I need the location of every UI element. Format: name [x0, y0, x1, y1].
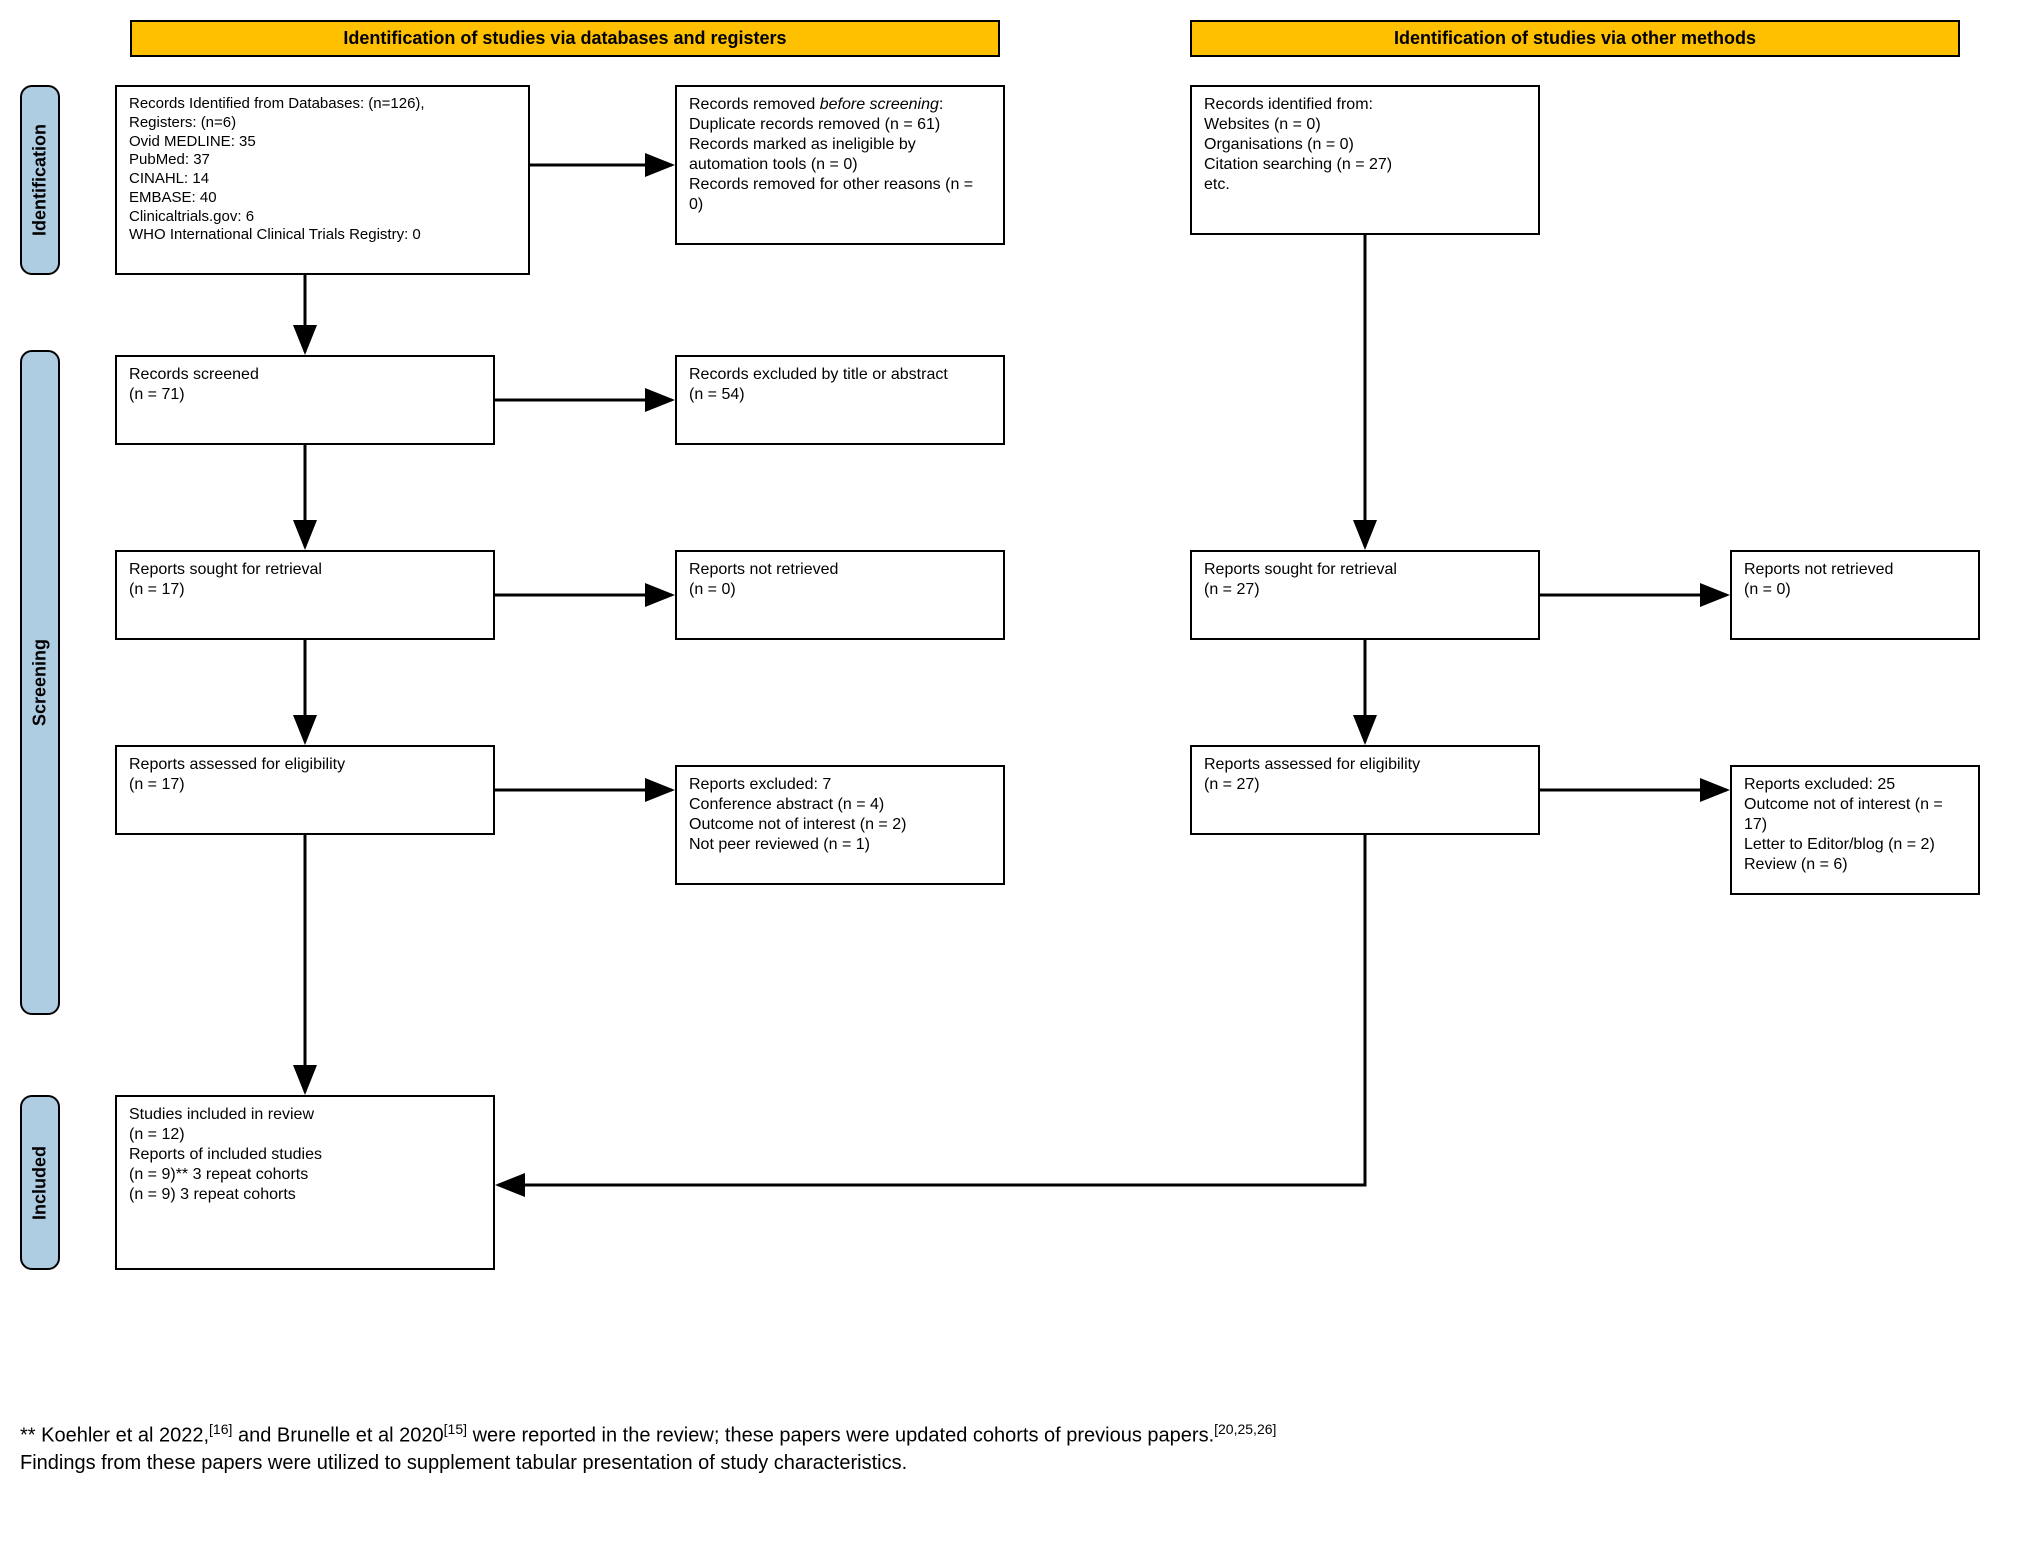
r-id-l3: Organisations (n = 0): [1204, 135, 1526, 155]
r-id-l5: etc.: [1204, 175, 1526, 195]
l-ex-l4: Not peer reviewed (n = 1): [689, 835, 991, 855]
header-other-methods: Identification of studies via other meth…: [1190, 20, 1960, 57]
box-reports-not-retrieved-left: Reports not retrieved (n = 0): [675, 550, 1005, 640]
l-inc-l2: (n = 12): [129, 1125, 481, 1145]
header-left-text: Identification of studies via databases …: [343, 28, 786, 48]
l-inc-l1: Studies included in review: [129, 1105, 481, 1125]
l-id-l6: EMBASE: 40: [129, 189, 516, 208]
box-reports-sought-right: Reports sought for retrieval (n = 27): [1190, 550, 1540, 640]
footnote: ** Koehler et al 2022,[16] and Brunelle …: [20, 1420, 2010, 1477]
r-ex-l1: Reports excluded: 25: [1744, 775, 1966, 795]
header-right-text: Identification of studies via other meth…: [1394, 28, 1756, 48]
r-id-l4: Citation searching (n = 27): [1204, 155, 1526, 175]
r-nr-l1: Reports not retrieved: [1744, 560, 1966, 580]
l-rem-l3: Records marked as ineligible by automati…: [689, 135, 991, 175]
r-as-l2: (n = 27): [1204, 775, 1526, 795]
l-id-l4: PubMed: 37: [129, 151, 516, 170]
r-id-l1: Records identified from:: [1204, 95, 1526, 115]
l-rem-l1c: :: [939, 96, 943, 113]
r-ex-l2: Outcome not of interest (n = 17): [1744, 795, 1966, 835]
l-sgt-l1: Reports sought for retrieval: [129, 560, 481, 580]
footnote-line1: ** Koehler et al 2022,[16] and Brunelle …: [20, 1420, 2010, 1450]
r-id-l2: Websites (n = 0): [1204, 115, 1526, 135]
l-inc-l3: Reports of included studies: [129, 1145, 481, 1165]
r-sgt-l2: (n = 27): [1204, 580, 1526, 600]
fn-s3: [20,25,26]: [1214, 1421, 1276, 1437]
l-inc-l4: (n = 9)** 3 repeat cohorts: [129, 1165, 481, 1185]
r-as-l1: Reports assessed for eligibility: [1204, 755, 1526, 775]
l-inc-l5: (n = 9) 3 repeat cohorts: [129, 1185, 481, 1205]
r-ex-l3: Letter to Editor/blog (n = 2): [1744, 835, 1966, 855]
header-databases: Identification of studies via databases …: [130, 20, 1000, 57]
fn-c: were reported in the review; these paper…: [467, 1425, 1214, 1447]
r-sgt-l1: Reports sought for retrieval: [1204, 560, 1526, 580]
box-reports-assessed-right: Reports assessed for eligibility (n = 27…: [1190, 745, 1540, 835]
box-reports-sought-left: Reports sought for retrieval (n = 17): [115, 550, 495, 640]
l-scr-l1: Records screened: [129, 365, 481, 385]
l-id-l5: CINAHL: 14: [129, 170, 516, 189]
box-studies-included: Studies included in review (n = 12) Repo…: [115, 1095, 495, 1270]
footnote-line2: Findings from these papers were utilized…: [20, 1450, 2010, 1477]
l-rem-l1b: before screening: [820, 96, 939, 113]
side-screening-text: Screening: [30, 639, 51, 726]
l-scr-l2: (n = 71): [129, 385, 481, 405]
l-id-l7: Clinicaltrials.gov: 6: [129, 208, 516, 227]
side-identification: Identification: [20, 85, 60, 275]
side-included: Included: [20, 1095, 60, 1270]
box-records-screened: Records screened (n = 71): [115, 355, 495, 445]
l-as-l1: Reports assessed for eligibility: [129, 755, 481, 775]
l-nr-l1: Reports not retrieved: [689, 560, 991, 580]
l-ex-l1: Reports excluded: 7: [689, 775, 991, 795]
box-records-excluded-title-abstract: Records excluded by title or abstract (n…: [675, 355, 1005, 445]
l-rem-l1: Records removed before screening:: [689, 95, 991, 115]
fn-b: and Brunelle et al 2020: [232, 1425, 443, 1447]
l-ex-l2: Conference abstract (n = 4): [689, 795, 991, 815]
l-id-l2: Registers: (n=6): [129, 114, 516, 133]
fn-a: ** Koehler et al 2022,: [20, 1425, 209, 1447]
box-reports-assessed-left: Reports assessed for eligibility (n = 17…: [115, 745, 495, 835]
box-records-removed: Records removed before screening: Duplic…: [675, 85, 1005, 245]
l-id-l8: WHO International Clinical Trials Regist…: [129, 226, 516, 245]
box-records-identified-db: Records Identified from Databases: (n=12…: [115, 85, 530, 275]
side-screening: Screening: [20, 350, 60, 1015]
l-id-l3: Ovid MEDLINE: 35: [129, 133, 516, 152]
r-ex-l4: Review (n = 6): [1744, 855, 1966, 875]
l-id-l1: Records Identified from Databases: (n=12…: [129, 95, 516, 114]
fn-s1: [16]: [209, 1421, 232, 1437]
box-reports-excluded-right: Reports excluded: 25 Outcome not of inte…: [1730, 765, 1980, 895]
l-exta-l1: Records excluded by title or abstract: [689, 365, 991, 385]
r-nr-l2: (n = 0): [1744, 580, 1966, 600]
box-reports-not-retrieved-right: Reports not retrieved (n = 0): [1730, 550, 1980, 640]
side-included-text: Included: [30, 1146, 51, 1220]
l-ex-l3: Outcome not of interest (n = 2): [689, 815, 991, 835]
l-rem-l4: Records removed for other reasons (n = 0…: [689, 175, 991, 215]
l-exta-l2: (n = 54): [689, 385, 991, 405]
l-rem-l2: Duplicate records removed (n = 61): [689, 115, 991, 135]
box-records-identified-other: Records identified from: Websites (n = 0…: [1190, 85, 1540, 235]
box-reports-excluded-left: Reports excluded: 7 Conference abstract …: [675, 765, 1005, 885]
l-rem-l1a: Records removed: [689, 96, 820, 113]
l-sgt-l2: (n = 17): [129, 580, 481, 600]
l-nr-l2: (n = 0): [689, 580, 991, 600]
l-as-l2: (n = 17): [129, 775, 481, 795]
side-identification-text: Identification: [30, 124, 51, 236]
prisma-flowchart: Identification of studies via databases …: [20, 20, 2010, 1542]
fn-s2: [15]: [444, 1421, 467, 1437]
